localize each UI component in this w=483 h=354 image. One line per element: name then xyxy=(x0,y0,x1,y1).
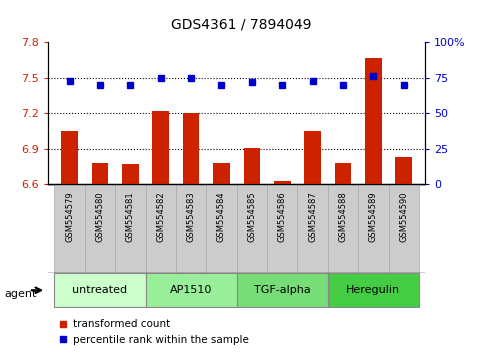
Bar xyxy=(55,273,145,307)
Text: GSM554586: GSM554586 xyxy=(278,191,287,242)
Text: TGF-alpha: TGF-alpha xyxy=(254,285,311,295)
Bar xyxy=(152,111,169,184)
Bar xyxy=(55,184,85,273)
Bar xyxy=(358,184,389,273)
Bar xyxy=(389,184,419,273)
Text: GSM554585: GSM554585 xyxy=(247,191,256,242)
Bar xyxy=(145,184,176,273)
Text: GSM554589: GSM554589 xyxy=(369,191,378,242)
Text: GSM554582: GSM554582 xyxy=(156,191,165,242)
Bar xyxy=(267,184,298,273)
Bar xyxy=(115,184,145,273)
Bar xyxy=(122,164,139,184)
Bar xyxy=(206,184,237,273)
Bar xyxy=(396,157,412,184)
Text: Heregulin: Heregulin xyxy=(346,285,400,295)
Bar xyxy=(304,131,321,184)
Bar xyxy=(237,273,328,307)
Legend: transformed count, percentile rank within the sample: transformed count, percentile rank withi… xyxy=(54,315,254,349)
Bar xyxy=(145,273,237,307)
Bar xyxy=(365,58,382,184)
Text: untreated: untreated xyxy=(72,285,128,295)
Text: GSM554583: GSM554583 xyxy=(186,191,196,242)
Bar xyxy=(328,273,419,307)
Bar xyxy=(183,113,199,184)
Bar xyxy=(274,181,291,184)
Text: GSM554588: GSM554588 xyxy=(339,191,347,242)
Text: GSM554581: GSM554581 xyxy=(126,191,135,242)
Text: GSM554580: GSM554580 xyxy=(96,191,104,242)
Text: GSM554587: GSM554587 xyxy=(308,191,317,242)
Bar xyxy=(237,184,267,273)
Bar xyxy=(328,184,358,273)
Bar xyxy=(213,163,230,184)
Bar xyxy=(92,163,108,184)
Text: GSM554584: GSM554584 xyxy=(217,191,226,242)
Bar xyxy=(298,184,328,273)
Text: GDS4361 / 7894049: GDS4361 / 7894049 xyxy=(171,18,312,32)
Text: GSM554590: GSM554590 xyxy=(399,191,408,242)
Text: GSM554579: GSM554579 xyxy=(65,191,74,242)
Text: AP1510: AP1510 xyxy=(170,285,213,295)
Bar xyxy=(243,148,260,184)
Bar xyxy=(61,131,78,184)
Bar xyxy=(335,163,351,184)
Bar xyxy=(85,184,115,273)
Bar xyxy=(176,184,206,273)
Text: agent: agent xyxy=(5,289,37,299)
